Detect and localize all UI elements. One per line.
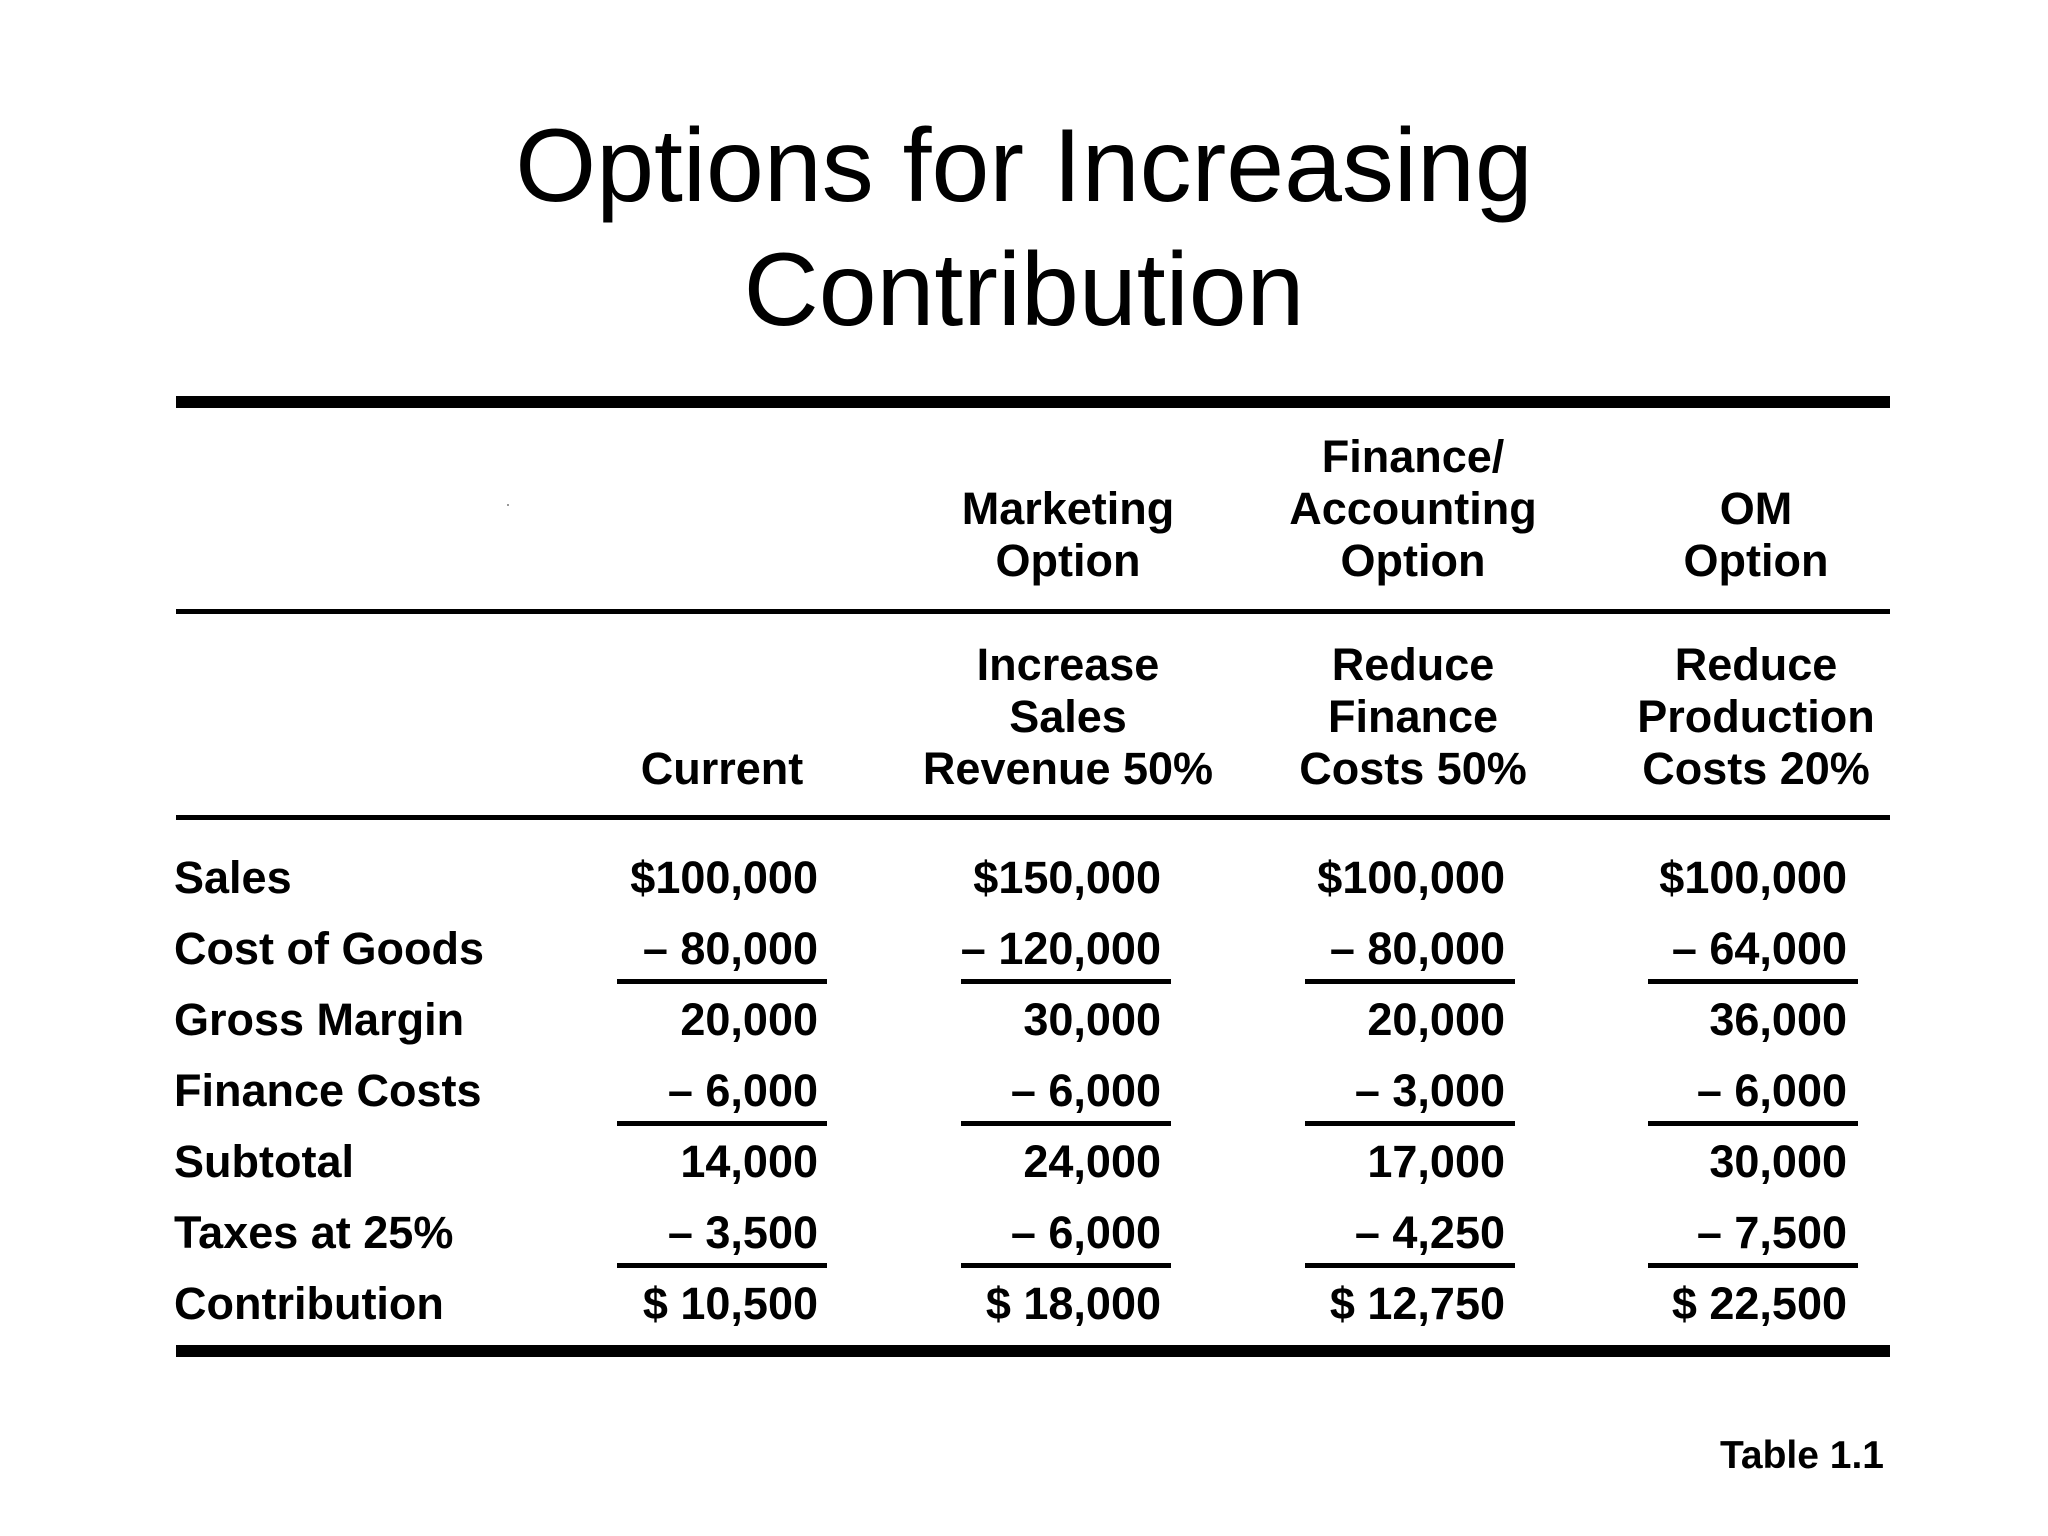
- header-om-option: OM Option: [1606, 431, 1906, 587]
- cell-gross-margin-marketing: 30,000: [1023, 994, 1161, 1045]
- cell-contribution-finance: $ 12,750: [1329, 1278, 1505, 1329]
- cell-cogs-current: – 80,000: [642, 923, 818, 974]
- header-line: Option: [1683, 535, 1829, 586]
- cell-taxes-finance: – 4,250: [1354, 1207, 1505, 1258]
- cell-sales-marketing: $150,000: [973, 852, 1161, 903]
- header-line: Increase: [976, 639, 1160, 690]
- cell-contribution-om: $ 22,500: [1671, 1278, 1847, 1329]
- cell-cogs-om: – 64,000: [1671, 923, 1847, 974]
- cell-cogs-marketing: – 120,000: [960, 923, 1161, 974]
- header-line: Sales: [1009, 691, 1127, 742]
- row-label-cost-of-goods: Cost of Goods: [174, 923, 484, 974]
- header-line: OM: [1719, 483, 1793, 534]
- header-line: Option: [1340, 535, 1486, 586]
- header-reduce-production: Reduce Production Costs 20%: [1606, 639, 1906, 795]
- header-line: Option: [995, 535, 1141, 586]
- cell-sales-current: $100,000: [630, 852, 818, 903]
- header-line: Production: [1637, 691, 1875, 742]
- header-line: Accounting: [1289, 483, 1537, 534]
- header-line: Costs 20%: [1642, 743, 1870, 794]
- title-line-1: Options for Increasing: [515, 108, 1533, 224]
- cell-gross-margin-om: 36,000: [1709, 994, 1847, 1045]
- header-line: Reduce: [1674, 639, 1838, 690]
- underline-taxes-current: [617, 1263, 827, 1268]
- header-line: Costs 50%: [1299, 743, 1527, 794]
- cell-cogs-finance: – 80,000: [1329, 923, 1505, 974]
- cell-contribution-marketing: $ 18,000: [985, 1278, 1161, 1329]
- cell-taxes-current: – 3,500: [667, 1207, 818, 1258]
- underline-cogs-finance: [1305, 979, 1515, 984]
- stray-dot: [507, 504, 509, 506]
- cell-contribution-current: $ 10,500: [642, 1278, 818, 1329]
- top-rule: [176, 396, 1890, 408]
- header-marketing-option: Marketing Option: [918, 431, 1218, 587]
- cell-sales-om: $100,000: [1659, 852, 1847, 903]
- header-increase-sales: Increase Sales Revenue 50%: [918, 639, 1218, 795]
- cell-taxes-om: – 7,500: [1696, 1207, 1847, 1258]
- header-divider-rule: [176, 609, 1890, 614]
- cell-gross-margin-finance: 20,000: [1367, 994, 1505, 1045]
- cell-subtotal-om: 30,000: [1709, 1136, 1847, 1187]
- header-line: Finance/: [1321, 431, 1505, 482]
- row-label-gross-margin: Gross Margin: [174, 994, 465, 1045]
- cell-finance-costs-finance: – 3,000: [1354, 1065, 1505, 1116]
- title-line-2: Contribution: [743, 232, 1305, 348]
- header-line: Finance: [1327, 691, 1499, 742]
- underline-taxes-om: [1648, 1263, 1858, 1268]
- row-label-taxes: Taxes at 25%: [174, 1207, 454, 1258]
- underline-finance-marketing: [961, 1121, 1171, 1126]
- underline-taxes-finance: [1305, 1263, 1515, 1268]
- cell-taxes-marketing: – 6,000: [1010, 1207, 1161, 1258]
- page-title: Options for Increasing Contribution: [0, 104, 2048, 352]
- header-line: Reduce: [1331, 639, 1495, 690]
- underline-finance-om: [1648, 1121, 1858, 1126]
- header-line: Revenue 50%: [922, 743, 1214, 794]
- header-reduce-finance: Reduce Finance Costs 50%: [1263, 639, 1563, 795]
- table-caption: Table 1.1: [1719, 1434, 1884, 1477]
- header-line: [1606, 431, 1906, 483]
- header-line: [572, 639, 872, 691]
- header-finance-accounting-option: Finance/ Accounting Option: [1263, 431, 1563, 587]
- cell-finance-costs-om: – 6,000: [1696, 1065, 1847, 1116]
- cell-finance-costs-marketing: – 6,000: [1010, 1065, 1161, 1116]
- row-label-contribution: Contribution: [174, 1278, 444, 1329]
- cell-subtotal-finance: 17,000: [1367, 1136, 1505, 1187]
- cell-finance-costs-current: – 6,000: [667, 1065, 818, 1116]
- cell-gross-margin-current: 20,000: [680, 994, 818, 1045]
- bottom-rule: [176, 1345, 1890, 1357]
- body-divider-rule: [176, 815, 1890, 820]
- header-line: Marketing: [961, 483, 1175, 534]
- row-label-sales: Sales: [174, 852, 292, 903]
- underline-finance-current: [617, 1121, 827, 1126]
- cell-subtotal-marketing: 24,000: [1023, 1136, 1161, 1187]
- underline-cogs-current: [617, 979, 827, 984]
- row-label-subtotal: Subtotal: [174, 1136, 354, 1187]
- row-label-finance-costs: Finance Costs: [174, 1065, 482, 1116]
- underline-cogs-om: [1648, 979, 1858, 984]
- cell-subtotal-current: 14,000: [680, 1136, 818, 1187]
- header-line: [918, 431, 1218, 483]
- underline-cogs-marketing: [961, 979, 1171, 984]
- header-line: [572, 691, 872, 743]
- header-line: Current: [640, 743, 804, 794]
- underline-finance-finance: [1305, 1121, 1515, 1126]
- cell-sales-finance: $100,000: [1317, 852, 1505, 903]
- underline-taxes-marketing: [961, 1263, 1171, 1268]
- header-current: Current: [572, 639, 872, 795]
